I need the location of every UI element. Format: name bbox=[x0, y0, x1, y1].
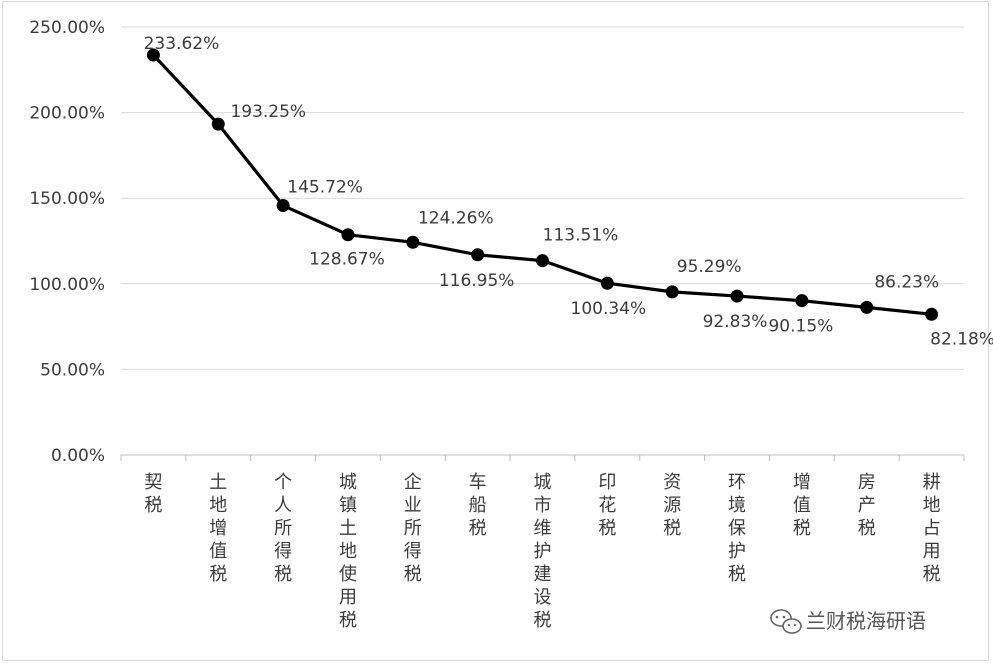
data-label: 86.23% bbox=[874, 272, 939, 292]
x-tick-label: 城市维护建设税 bbox=[534, 472, 552, 631]
data-label: 100.34% bbox=[571, 299, 647, 319]
y-tick-label: 250.00% bbox=[29, 18, 105, 38]
data-label: 124.26% bbox=[418, 208, 494, 228]
x-tick-label: 耕地占用税 bbox=[923, 472, 941, 585]
data-label: 92.83% bbox=[703, 312, 768, 332]
data-label: 233.62% bbox=[144, 34, 220, 54]
data-label: 128.67% bbox=[309, 250, 385, 270]
data-point bbox=[730, 289, 744, 303]
y-axis-tick-labels: 0.00% 50.00% 100.00% 150.00% 200.00% 250.00% bbox=[29, 18, 105, 466]
x-tick-label: 印花税 bbox=[598, 472, 616, 539]
series-line bbox=[152, 53, 932, 316]
x-tick-label: 城镇土地使用税 bbox=[339, 472, 357, 631]
x-tick-label: 企业所得税 bbox=[404, 472, 422, 585]
data-point bbox=[211, 117, 225, 131]
x-tick-label: 增值税 bbox=[793, 472, 811, 539]
y-tick-label: 200.00% bbox=[29, 104, 105, 124]
data-point bbox=[600, 276, 614, 290]
data-label: 113.51% bbox=[543, 226, 619, 246]
gridlines bbox=[121, 26, 964, 370]
data-point bbox=[925, 307, 939, 321]
data-label: 116.95% bbox=[439, 271, 515, 291]
data-point bbox=[536, 254, 549, 268]
x-tick-label: 契税 bbox=[144, 472, 162, 516]
watermark: 兰财税海研语 bbox=[770, 609, 926, 634]
y-tick-label: 50.00% bbox=[40, 360, 105, 380]
data-point bbox=[860, 300, 874, 314]
x-tick-label: 个人所得税 bbox=[274, 472, 292, 585]
watermark-text: 兰财税海研语 bbox=[806, 609, 926, 633]
data-point bbox=[795, 294, 809, 308]
data-labels: 233.62% 193.25% 145.72% 128.67% 124.26% 116.9… bbox=[144, 34, 993, 349]
wechat-icon bbox=[770, 609, 802, 634]
data-point bbox=[471, 248, 485, 262]
x-tick-label: 资源税 bbox=[663, 472, 681, 539]
data-point bbox=[341, 228, 355, 242]
data-point bbox=[276, 199, 290, 213]
series-polyline bbox=[152, 53, 932, 316]
x-tick-label: 车船税 bbox=[469, 472, 487, 539]
data-label: 95.29% bbox=[677, 257, 742, 277]
data-point bbox=[406, 235, 420, 249]
data-label: 82.18% bbox=[930, 329, 993, 349]
data-label: 145.72% bbox=[287, 178, 363, 198]
data-point bbox=[146, 48, 160, 62]
x-axis-category-labels: 契税 土地增值税 个人所得税 城镇土地使用税 企业所得税 车船税 城市维护建设税 印花税 资源税… bbox=[144, 472, 940, 631]
data-label: 90.15% bbox=[768, 317, 833, 337]
x-tick-label: 土地增值税 bbox=[209, 472, 227, 585]
y-tick-label: 100.00% bbox=[29, 275, 105, 295]
x-tick-label: 环境保护税 bbox=[728, 472, 746, 585]
y-tick-label: 150.00% bbox=[29, 189, 105, 209]
x-tick-label: 房产税 bbox=[858, 472, 876, 539]
series-markers bbox=[146, 48, 939, 321]
y-tick-label: 0.00% bbox=[51, 446, 105, 466]
data-point bbox=[665, 285, 679, 299]
x-axis bbox=[120, 454, 965, 461]
data-label: 193.25% bbox=[230, 102, 306, 122]
